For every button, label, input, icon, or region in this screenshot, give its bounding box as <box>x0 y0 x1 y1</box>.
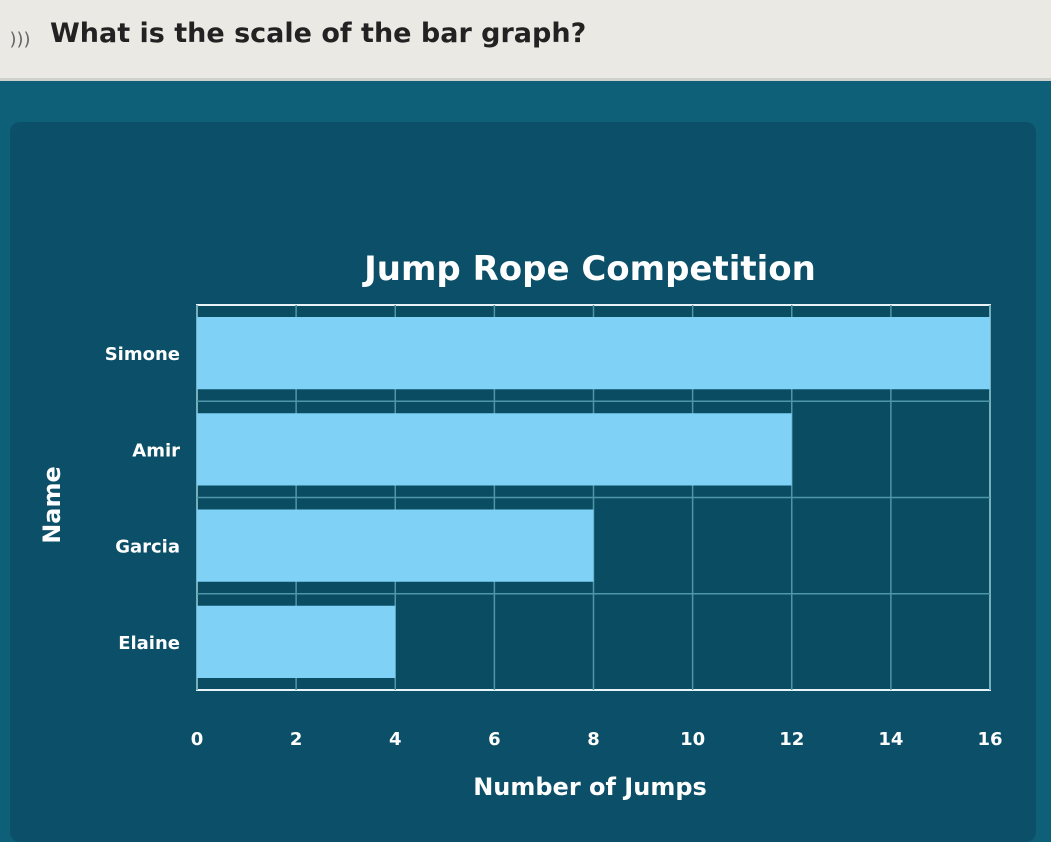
y-category-label: Garcia <box>115 537 180 558</box>
y-category-label: Simone <box>105 344 180 365</box>
question-header: ))) What is the scale of the bar graph? <box>0 0 1051 81</box>
bar-garcia <box>197 509 594 582</box>
x-tick-label: 14 <box>878 729 903 750</box>
question-text: What is the scale of the bar graph? <box>50 18 587 49</box>
x-tick-label: 4 <box>389 729 402 750</box>
bar-simone <box>197 317 990 390</box>
y-axis-label: Name <box>38 466 66 544</box>
speaker-icon[interactable]: ))) <box>9 29 31 50</box>
x-tick-label: 6 <box>488 729 501 750</box>
y-category-label: Amir <box>132 440 180 461</box>
x-tick-label: 8 <box>587 729 600 750</box>
x-axis-label: Number of Jumps <box>473 773 707 801</box>
x-tick-label: 10 <box>680 729 705 750</box>
chart-title: Jump Rope Competition <box>362 249 816 289</box>
bar-elaine <box>197 605 396 678</box>
x-tick-label: 16 <box>977 729 1002 750</box>
bar-amir <box>197 413 792 486</box>
y-category-label: Elaine <box>118 633 180 654</box>
x-tick-label: 0 <box>191 729 204 750</box>
x-tick-label: 12 <box>779 729 804 750</box>
x-tick-label: 2 <box>290 729 303 750</box>
